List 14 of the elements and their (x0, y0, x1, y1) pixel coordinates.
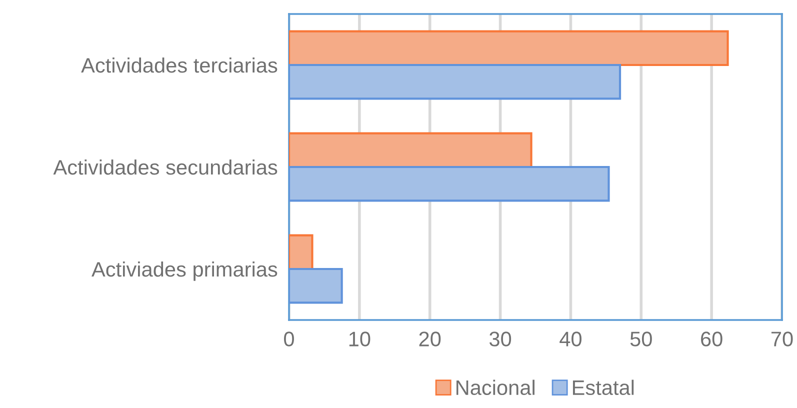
bar (289, 30, 729, 66)
x-tick-label: 70 (771, 332, 793, 346)
x-tick-label: 20 (419, 332, 441, 346)
legend-label: Estatal (572, 380, 634, 396)
y-tick-label: Actividades secundarias (53, 159, 278, 175)
legend-label: Nacional (456, 380, 534, 396)
x-tick-label: 50 (630, 332, 652, 346)
x-tick-label: 40 (560, 332, 582, 346)
x-tick-label: 0 (284, 332, 294, 346)
x-tick-label: 60 (701, 332, 722, 346)
x-tick-label: 30 (489, 332, 512, 346)
y-tick-label: Activiades primarias (92, 261, 278, 281)
y-tick-label: Actividades terciarias (81, 57, 278, 73)
x-tick-label: 10 (349, 332, 370, 346)
